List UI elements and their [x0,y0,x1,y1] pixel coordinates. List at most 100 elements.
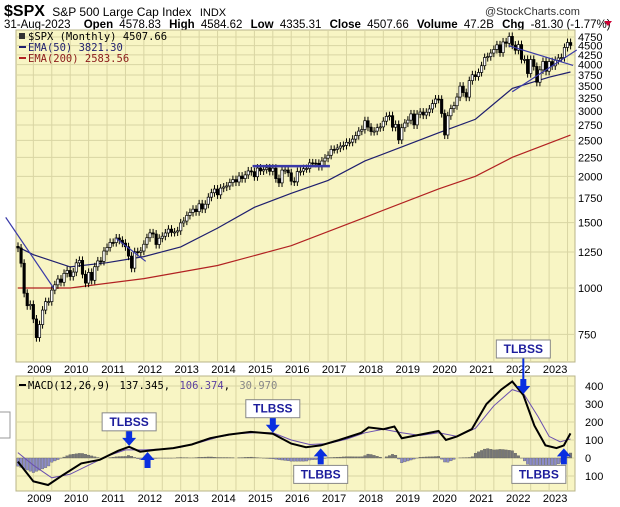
x-tick-label: 2019 [396,493,420,505]
histogram-bar [28,457,32,472]
histogram-bar [434,456,437,459]
macd-line [17,380,572,487]
quote-date: 31-Aug-2023 [4,19,71,31]
histogram-bar [523,457,526,462]
histogram-bar [271,457,275,459]
candle-up [409,113,413,121]
histogram-bar [280,457,284,461]
annotation-box [495,339,551,359]
candle-up [295,171,299,183]
arrow-up-icon [140,452,155,468]
candle-down [130,255,134,269]
candle-down [544,61,548,72]
candle-up [280,169,284,184]
volume-value: 47.2B [464,19,494,31]
candle-up [265,167,269,170]
x-tick-label: 2011 [101,364,125,376]
candle-up [354,135,358,140]
candle-down [234,179,238,183]
annotation-box [101,412,157,432]
candle-up [243,174,247,179]
candle-up [228,182,232,187]
candle-down [258,167,263,172]
histogram-bar [363,455,367,459]
histogram-bar [369,454,373,459]
annotation-box [245,399,301,419]
histogram-bar [38,457,41,471]
histogram-bar [498,449,502,459]
histogram-bar [486,448,490,459]
histogram-bar [62,456,66,459]
candle-down [440,98,444,114]
histogram-bar [378,456,382,459]
histogram-bar [77,453,81,459]
histogram-bar [93,456,97,459]
candle-down [412,113,416,126]
candle-up [298,170,302,173]
ema200-path [17,134,571,289]
x-tick-label: 2010 [64,493,88,505]
arrow-up-icon [556,448,571,465]
histogram-bar [473,452,477,459]
price-legend: $SPX (Monthly) 4507.66 [28,31,167,43]
candle-up [105,247,109,252]
x-tick-label: 2010 [64,364,88,376]
candle-up [329,149,333,156]
y-tick-label: 3750 [578,70,602,82]
y-tick-label: 100 [585,435,603,447]
histogram-bar [477,451,480,459]
macd-legend: MACD(12,26,9) 137.345, 106.374, 30.970 [28,380,277,392]
histogram-bar [283,457,287,461]
y-tick-label: 4500 [578,41,602,53]
candle-up [209,192,213,198]
candle-up [480,65,484,73]
x-tick-label: 2023 [543,364,567,376]
candle-up [529,59,533,74]
histogram-bar [127,455,130,459]
candle-down [569,42,573,46]
histogram-bar [418,457,422,459]
y-tick-label: 1500 [578,218,602,230]
annotation-label: TLBSS [109,415,148,429]
y-tick-label: 4250 [578,50,602,62]
candle-up [77,260,81,264]
candle-up [344,141,349,146]
candle-up [335,147,339,150]
histogram-bar [504,449,508,459]
candle-up [74,262,78,273]
candle-down [268,167,272,172]
candle-down [311,162,315,165]
histogram-bar [65,455,69,459]
histogram-bar [286,457,290,461]
histogram-bar [84,454,87,459]
candle-down [526,59,530,74]
histogram-bar [360,456,364,459]
annotation-box [293,464,349,484]
candle-up [41,309,45,325]
histogram-bar [114,456,118,459]
candle-up [301,168,306,172]
histogram-bar [427,456,431,459]
candle-up [188,212,192,216]
candle-down [532,59,536,67]
candle-up [50,289,54,302]
candle-up [452,105,456,109]
histogram-bar [277,457,281,460]
candle-up [351,138,355,143]
candle-up [62,273,66,283]
candle-up [418,111,422,115]
x-tick-label: 2014 [211,493,235,505]
y-tick-label: 4750 [578,32,602,44]
candle-up [283,169,287,172]
histogram-bar [120,456,124,459]
candle-up [394,124,398,128]
candle-up [501,41,505,54]
candle-up [522,59,527,61]
y-tick-label: 3000 [578,106,602,118]
annotation-label: TLBBS [519,467,559,481]
y-tick-label: 2250 [578,152,602,164]
histogram-bar [388,455,391,459]
histogram-bar [443,457,447,463]
candle-down [289,172,293,182]
histogram-bar [430,456,434,459]
